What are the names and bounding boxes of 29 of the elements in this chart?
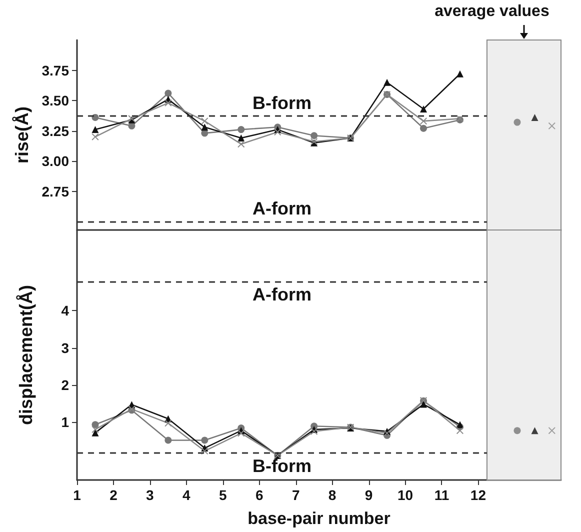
y-tick-label: 3.75 (42, 62, 70, 78)
x-tick-label: 4 (182, 487, 191, 503)
x-tick-label: 7 (292, 487, 300, 503)
ref-line-label: A-form (252, 284, 312, 304)
x-tick-label: 12 (470, 487, 486, 503)
ref-line-label: B-form (252, 456, 312, 476)
y-tick-label: 3.00 (42, 153, 70, 170)
x-tick-label: 11 (434, 487, 450, 503)
band-label: average values (434, 3, 550, 20)
y-axis-title: displacement(Å) (16, 284, 36, 426)
y-tick-label: 1 (61, 414, 70, 430)
y-tick-label: 4 (61, 302, 70, 319)
x-tick-label: 3 (146, 487, 154, 503)
ref-line-label: A-form (252, 198, 312, 219)
x-tick-label: 10 (397, 487, 414, 503)
y-tick-label: 2.75 (42, 183, 70, 200)
x-tick-label: 9 (364, 487, 373, 503)
y-tick-label: 3 (61, 340, 70, 356)
y-tick-label: 2 (61, 376, 70, 393)
y-axis-title: rise(Å) (12, 106, 32, 164)
x-tick-label: 2 (110, 487, 118, 503)
x-tick-label: 1 (73, 487, 82, 503)
y-tick-label: 3.50 (42, 92, 70, 109)
ref-line-label: B-form (252, 93, 312, 114)
y-tick-label: 3.25 (42, 122, 70, 139)
x-tick-label: 6 (255, 487, 264, 503)
x-tick-label: 5 (218, 487, 227, 503)
x-tick-label: 8 (328, 487, 336, 503)
x-axis-title: base-pair number (248, 509, 391, 528)
